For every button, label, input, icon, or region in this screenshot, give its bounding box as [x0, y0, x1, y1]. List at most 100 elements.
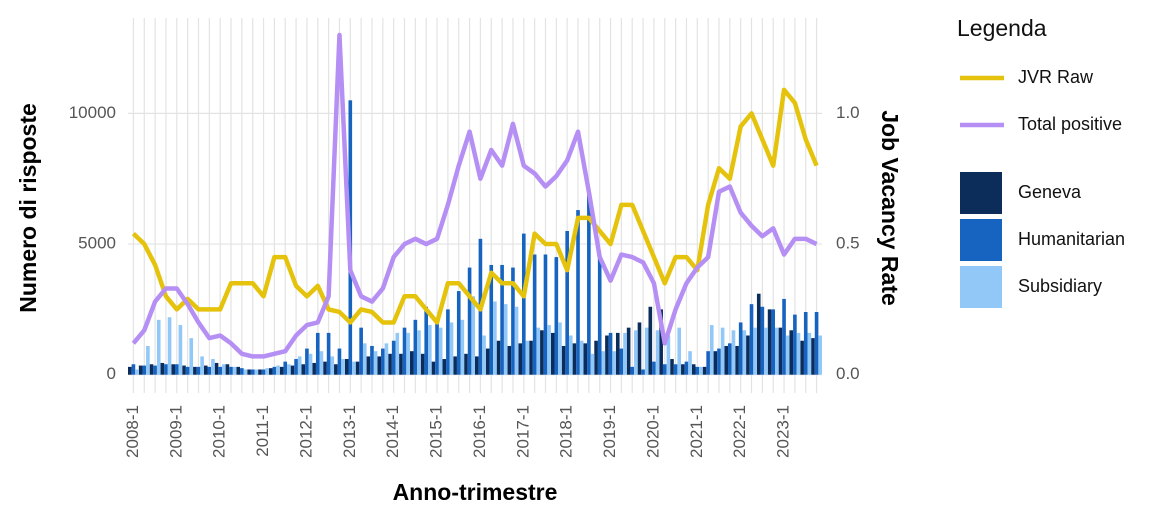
bar	[142, 365, 147, 375]
bar	[250, 369, 255, 375]
bar	[135, 369, 139, 375]
legend-label: Total positive	[1018, 114, 1122, 134]
bar	[547, 325, 551, 375]
bar	[341, 359, 345, 375]
bar	[587, 191, 591, 375]
bar	[471, 296, 475, 375]
bar	[428, 325, 432, 375]
bar	[767, 309, 772, 375]
bar	[525, 340, 530, 375]
bar	[167, 317, 172, 375]
bar	[160, 362, 165, 375]
bar	[612, 351, 616, 375]
bar	[579, 340, 584, 375]
bar	[756, 293, 761, 375]
bar	[482, 335, 486, 375]
bar	[395, 332, 400, 375]
bar	[572, 343, 577, 375]
bar	[189, 338, 194, 375]
bar	[753, 327, 757, 375]
bar	[681, 364, 685, 375]
bar	[294, 359, 298, 375]
bar	[608, 332, 613, 375]
bar	[315, 332, 320, 375]
bar	[449, 322, 454, 375]
bar	[171, 364, 175, 375]
bar	[796, 332, 801, 375]
bar	[728, 343, 732, 375]
bar	[583, 343, 588, 375]
bar	[207, 366, 212, 375]
bar	[746, 335, 750, 375]
bar	[717, 348, 721, 375]
bar	[373, 351, 378, 375]
bar	[446, 309, 450, 375]
bar	[435, 319, 439, 375]
x-tick-label: 2022-1	[730, 405, 749, 458]
bar	[597, 257, 602, 375]
bar	[688, 351, 692, 375]
y2-tick-label: 0.5	[836, 234, 860, 253]
bar	[438, 327, 443, 375]
bar	[319, 351, 324, 375]
bar	[659, 309, 663, 375]
x-axis-title: Anno-trimestre	[393, 479, 558, 505]
x-tick-label: 2009-1	[166, 405, 185, 458]
bar	[456, 291, 461, 375]
bar	[384, 343, 389, 375]
bar	[146, 345, 150, 375]
bar	[402, 327, 407, 375]
bar	[352, 361, 356, 375]
bar	[540, 330, 544, 375]
bar	[637, 322, 642, 375]
bar	[131, 364, 136, 375]
bar	[229, 366, 233, 375]
legend-label: JVR Raw	[1018, 67, 1094, 87]
legend-key	[960, 172, 1002, 214]
bar	[362, 343, 367, 375]
bar	[518, 343, 522, 375]
bar	[735, 345, 739, 375]
bar	[464, 353, 468, 375]
bar	[370, 345, 374, 375]
x-tick-label: 2018-1	[557, 405, 576, 458]
bar	[326, 332, 331, 375]
bar	[724, 345, 729, 375]
line	[131, 87, 819, 325]
bar	[164, 364, 168, 375]
bar	[590, 353, 595, 375]
bar	[695, 366, 700, 375]
bar	[720, 327, 725, 375]
bar	[532, 254, 537, 375]
bar	[496, 340, 501, 375]
bar	[196, 366, 201, 375]
bar	[413, 319, 418, 375]
bar	[514, 306, 519, 375]
bar	[634, 330, 638, 375]
bar	[677, 327, 682, 375]
bar	[178, 325, 183, 375]
bar	[814, 311, 819, 375]
bar	[138, 365, 143, 375]
bar	[811, 338, 815, 375]
bars	[128, 100, 822, 375]
bar	[301, 364, 306, 375]
bar	[691, 364, 696, 375]
bar	[742, 330, 747, 375]
y-tick-label: 10000	[69, 103, 116, 122]
bar	[261, 369, 266, 375]
bar	[240, 368, 244, 375]
bar	[500, 264, 504, 375]
bar	[789, 330, 794, 375]
bar	[297, 356, 302, 375]
bar	[431, 361, 436, 375]
x-tick-label: 2013-1	[340, 405, 359, 458]
x-tick-label: 2014-1	[383, 405, 402, 458]
bar	[460, 319, 465, 375]
bar	[330, 356, 335, 375]
bar	[276, 365, 280, 375]
x-tick-label: 2023-1	[774, 405, 793, 458]
bar	[355, 361, 360, 375]
bar	[200, 356, 204, 375]
